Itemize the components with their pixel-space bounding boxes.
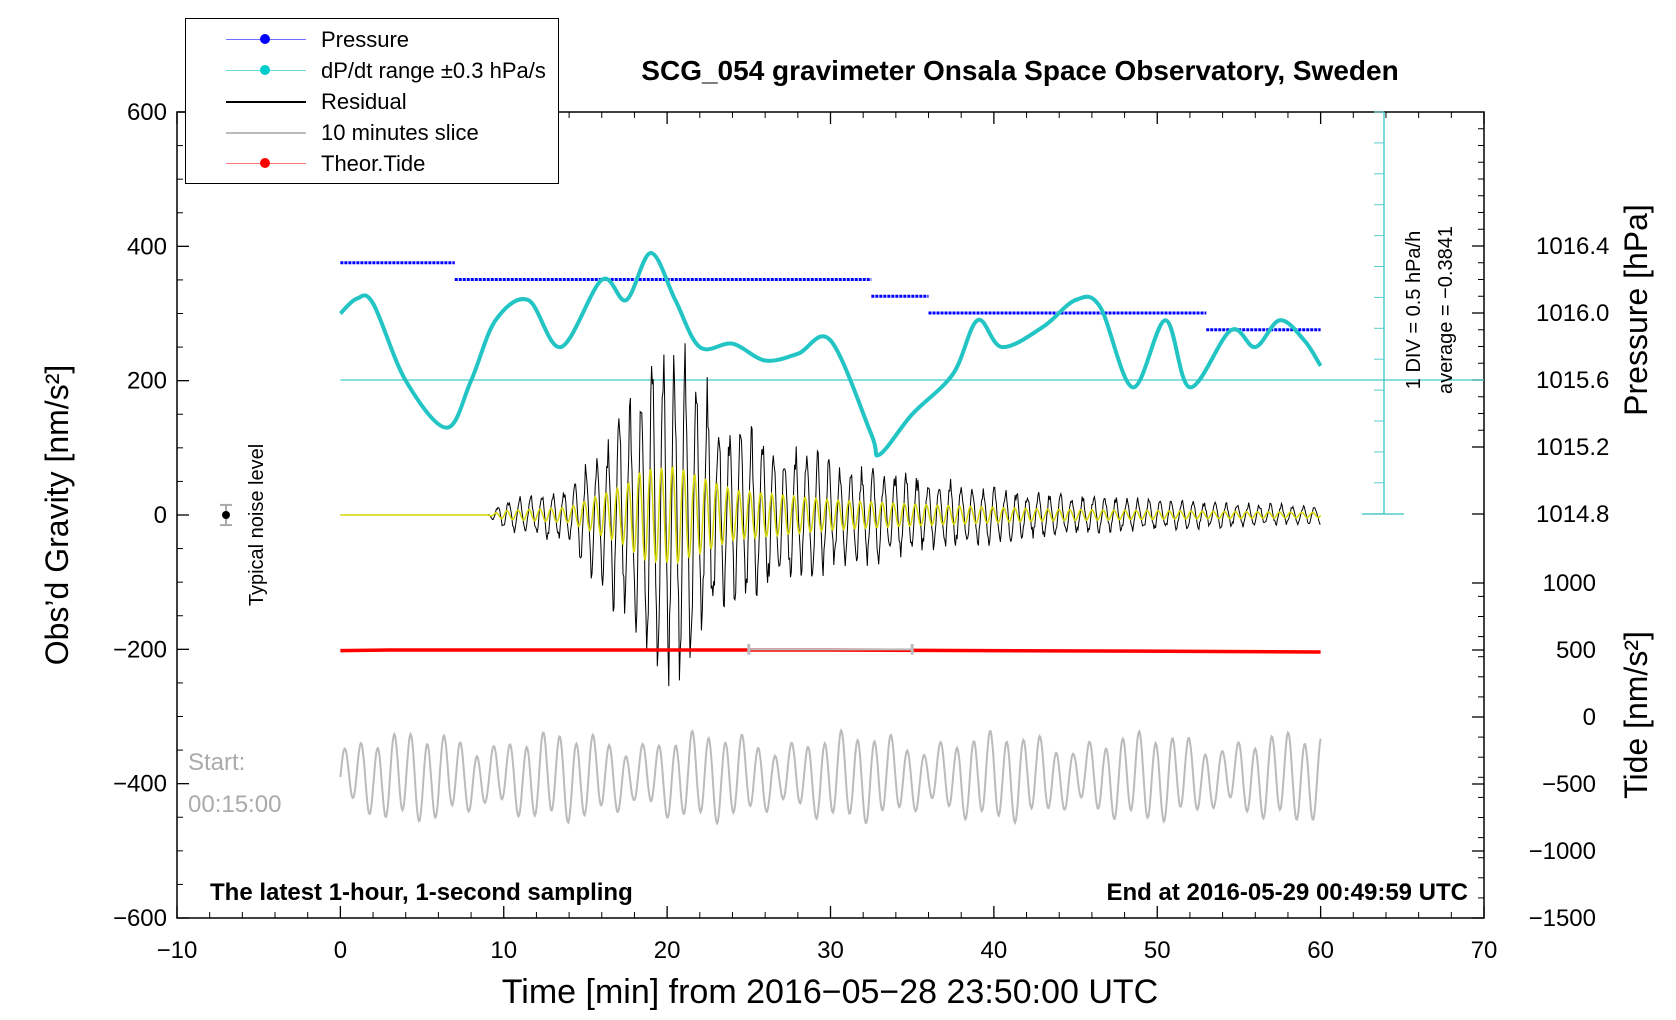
x-tick-label: 20 <box>654 937 681 964</box>
tide-tick-label: −1000 <box>1529 838 1596 865</box>
y-axis-label: Obs’d Gravity [nm/s²] <box>39 365 75 666</box>
legend-label-tide: Theor.Tide <box>321 151 426 176</box>
axes-ticks: −10 0 10 20 30 40 50 60 70 −600 −400 −200 0 200 400 600… <box>113 99 1609 964</box>
tide-tick-label: 1000 <box>1543 570 1596 597</box>
y-tick-label: 0 <box>154 502 167 529</box>
legend-swatch-slice <box>226 132 306 134</box>
x-tick-label: 10 <box>490 937 517 964</box>
y-tick-label: −200 <box>113 636 167 663</box>
x-tick-label: 40 <box>981 937 1008 964</box>
x-axis-label: Time [min] from 2016−05−28 23:50:00 UTC <box>502 973 1158 1011</box>
noise-point <box>222 511 231 519</box>
pressure-tick-label: 1015.6 <box>1536 367 1609 394</box>
tide-axis-label: Tide [nm/s²] <box>1618 631 1654 799</box>
bottom-right-note: End at 2016-05-29 00:49:59 UTC <box>1107 879 1469 906</box>
pressure-axis-label: Pressure [hPa] <box>1618 204 1654 416</box>
y-tick-label: 200 <box>127 368 167 395</box>
x-tick-label: 30 <box>817 937 844 964</box>
pressure-tick-label: 1015.2 <box>1536 434 1609 461</box>
legend-item-tide: Theor.Tide <box>226 151 546 177</box>
residual-smoothed-line <box>340 465 1322 565</box>
start-time: 00:15:00 <box>188 791 281 818</box>
pressure-tick-label: 1016.4 <box>1536 233 1609 260</box>
legend-item-residual: Residual <box>226 89 546 115</box>
y-tick-label: −600 <box>113 905 167 932</box>
legend-label-dpdt: dP/dt range ±0.3 hPa/s <box>321 58 546 83</box>
y-tick-label: 600 <box>127 99 167 126</box>
legend-item-dpdt: dP/dt range ±0.3 hPa/s <box>226 58 546 84</box>
tide-tick-label: 0 <box>1583 704 1596 731</box>
pressure-tick-label: 1016.0 <box>1536 300 1609 327</box>
x-tick-label: 0 <box>334 937 347 964</box>
legend-label-slice: 10 minutes slice <box>321 120 479 145</box>
div-label: 1 DIV = 0.5 hPa/h <box>1403 231 1425 389</box>
residual-series-line <box>340 343 1321 687</box>
legend-item-slice: 10 minutes slice <box>226 120 546 146</box>
legend-label-residual: Residual <box>321 89 407 114</box>
tide-tick-label: 500 <box>1556 637 1596 664</box>
pressure-tick-label: 1014.8 <box>1536 501 1609 528</box>
x-tick-label: 70 <box>1471 937 1498 964</box>
legend-item-pressure: Pressure <box>226 27 546 53</box>
tide-tick-label: −1500 <box>1529 905 1596 932</box>
x-tick-label: −10 <box>157 937 198 964</box>
slice-series-line <box>339 728 1322 826</box>
legend-marker-tide <box>260 158 270 168</box>
series-layer <box>220 251 1484 826</box>
dpdt-series-line <box>338 251 1323 458</box>
bottom-left-note: The latest 1-hour, 1-second sampling <box>210 879 633 906</box>
y-tick-label: −400 <box>113 771 167 798</box>
x-tick-label: 60 <box>1307 937 1334 964</box>
legend-label-pressure: Pressure <box>321 27 410 52</box>
average-label: average = −0.3841 <box>1435 226 1457 394</box>
y-tick-label: 400 <box>127 233 167 260</box>
x-tick-label: 50 <box>1144 937 1171 964</box>
noise-level-label: Typical noise level <box>246 444 268 606</box>
legend: Pressure dP/dt range ±0.3 hPa/s Residual… <box>185 18 559 184</box>
legend-marker-dpdt <box>260 65 270 75</box>
tide-tick-label: −500 <box>1542 771 1596 798</box>
chart-title: SCG_054 gravimeter Onsala Space Observat… <box>641 55 1398 86</box>
start-label: Start: <box>188 749 245 776</box>
legend-marker-pressure <box>260 34 270 44</box>
legend-swatch-residual <box>226 101 306 103</box>
